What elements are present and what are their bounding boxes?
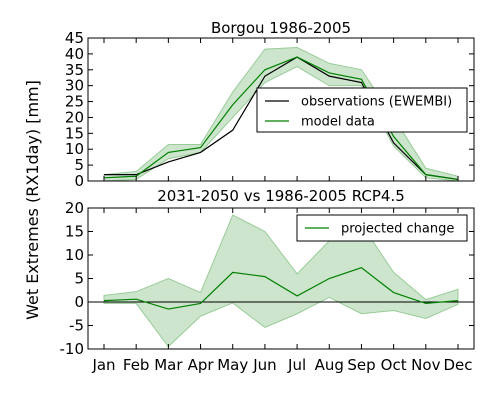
y-tick-label: 25 <box>65 93 84 111</box>
series-line-2 <box>103 56 459 181</box>
uncertainty-band <box>103 214 459 348</box>
series-line-1 <box>104 56 459 181</box>
x-tick-label: Dec <box>443 356 472 374</box>
legend-label: projected change <box>341 222 454 237</box>
y-tick-label: 0 <box>74 293 84 311</box>
chart-title-bottom: 2031-2050 vs 1986-2005 RCP4.5 <box>157 187 405 205</box>
shared-y-axis-label: Wet Extremes (RX1day) [mm] <box>23 80 42 320</box>
legend-label: model data <box>301 115 375 130</box>
x-tick-label: Nov <box>411 356 440 374</box>
legend: observations (EWEMBI) model data <box>256 87 468 133</box>
legend: projected change <box>296 214 468 242</box>
chart-title-top: Borgou 1986-2005 <box>211 19 351 37</box>
y-tick-label: 20 <box>65 108 84 126</box>
x-tick-label: Apr <box>188 356 215 374</box>
series-line-1 <box>103 267 459 310</box>
y-tick-label: 20 <box>65 199 84 217</box>
x-tick-label: Jan <box>91 356 115 374</box>
y-tick-label: 0 <box>74 172 84 190</box>
x-tick-label: Oct <box>381 356 407 374</box>
plot-frame <box>87 37 475 182</box>
x-tick-label: Sep <box>347 356 375 374</box>
x-tick-label: Mar <box>154 356 183 374</box>
chart-panel-bottom: -10 -5 0 5 10 15 20 Jan Feb Mar Apr May Jun Jul Aug Sep… <box>60 199 475 374</box>
y-tick-label: -5 <box>69 317 84 335</box>
y-tick-label: 15 <box>65 124 84 142</box>
y-tick-label: -10 <box>60 340 85 358</box>
y-tick-label: 10 <box>65 140 84 158</box>
x-tick-label: Jul <box>287 356 306 374</box>
y-tick-label: 30 <box>65 77 84 95</box>
y-tick-label: 40 <box>65 45 84 63</box>
x-tick-label: Jun <box>252 356 276 374</box>
y-tick-label: 45 <box>65 29 84 47</box>
y-tick-label: 15 <box>65 223 84 241</box>
y-tick-label: 35 <box>65 61 84 79</box>
y-tick-label: 5 <box>74 156 84 174</box>
legend-label: observations (EWEMBI) <box>301 95 452 110</box>
x-tick-label: May <box>217 356 248 374</box>
x-tick-label: Feb <box>123 356 150 374</box>
x-tick-label: Aug <box>315 356 344 374</box>
y-tick-label: 5 <box>74 270 84 288</box>
y-tick-label: 10 <box>65 246 84 264</box>
legend-box <box>256 87 468 133</box>
